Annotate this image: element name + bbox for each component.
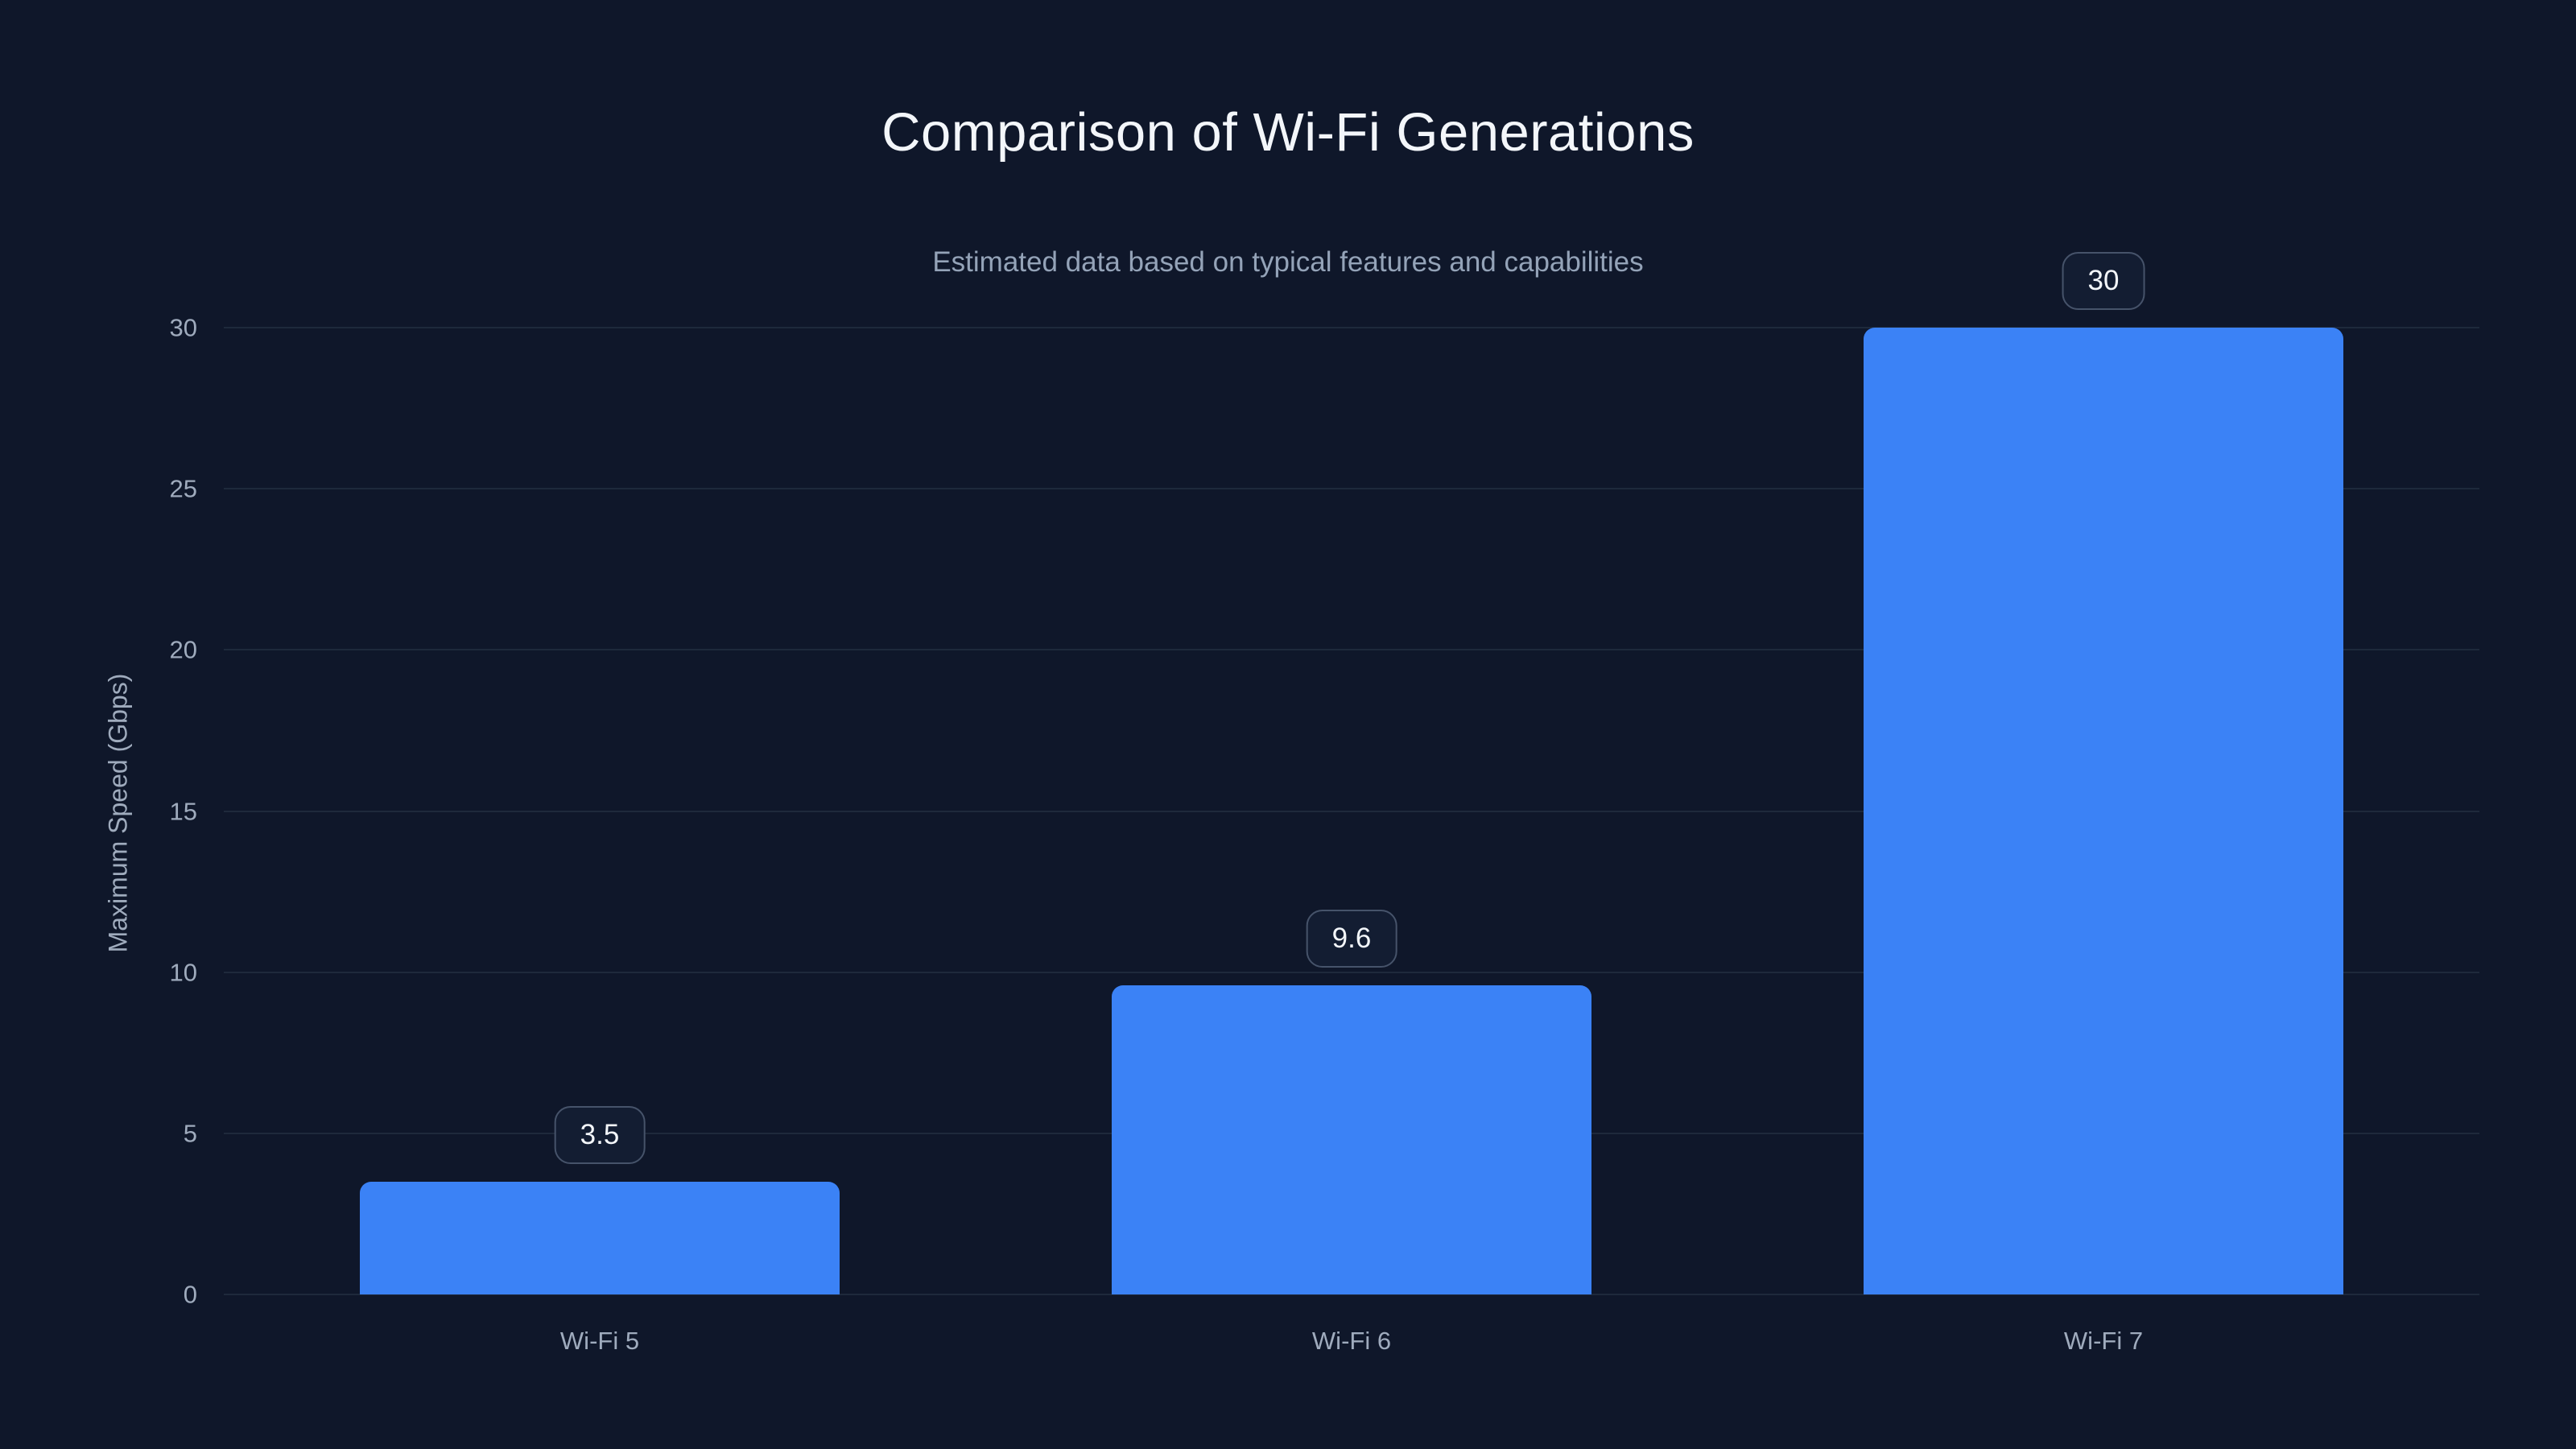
- y-tick-label: 0: [183, 1280, 197, 1309]
- y-tick-label: 25: [169, 474, 197, 503]
- gridline: [224, 1294, 2479, 1295]
- gridline: [224, 649, 2479, 651]
- gridline: [224, 488, 2479, 490]
- gridline: [224, 327, 2479, 328]
- bar-wi-fi-6[interactable]: [1112, 985, 1591, 1294]
- value-badge: 30: [2062, 252, 2145, 310]
- x-tick-label: Wi-Fi 6: [1311, 1327, 1392, 1355]
- gridline: [224, 971, 2479, 973]
- y-tick-label: 5: [183, 1119, 197, 1148]
- bar-wi-fi-5[interactable]: [360, 1181, 840, 1294]
- y-tick-label: 10: [169, 958, 197, 987]
- x-tick-label: Wi-Fi 5: [559, 1327, 640, 1355]
- y-tick-label: 30: [169, 313, 197, 342]
- y-axis-title: Maximum Speed (Gbps): [103, 673, 133, 953]
- value-badge: 3.5: [554, 1105, 646, 1164]
- chart-subtitle: Estimated data based on typical features…: [932, 246, 1644, 278]
- y-tick-label: 15: [169, 797, 197, 825]
- plot-area: 0 5 10 15 20 25 30 3.5 Wi-Fi 5 9.6 Wi-Fi 6 30 Wi-Fi …: [170, 252, 2479, 1355]
- gridline: [224, 810, 2479, 812]
- chart-title: Comparison of Wi-Fi Generations: [881, 102, 1695, 163]
- y-tick-label: 20: [169, 635, 197, 664]
- x-tick-label: Wi-Fi 7: [2063, 1327, 2144, 1355]
- value-badge: 9.6: [1306, 909, 1397, 968]
- bar-wi-fi-7[interactable]: [1864, 328, 2343, 1294]
